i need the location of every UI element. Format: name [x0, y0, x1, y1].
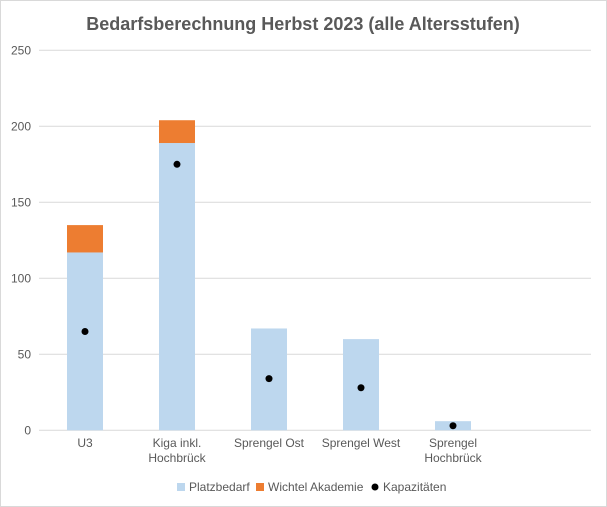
y-tick-label: 200: [11, 119, 31, 133]
y-tick-label: 0: [24, 423, 31, 437]
x-tick-label: U3: [77, 436, 93, 450]
y-tick-label: 100: [11, 271, 31, 285]
legend-swatch-icon: [256, 483, 264, 491]
legend-label: Kapazitäten: [383, 480, 446, 494]
x-tick-label: Sprengel West: [322, 436, 401, 450]
marker-kapazitaeten: [265, 375, 273, 383]
chart-title: Bedarfsberechnung Herbst 2023 (alle Alte…: [86, 14, 519, 34]
marker-kapazitaeten: [81, 328, 89, 335]
bar-platzbedarf: [159, 143, 195, 431]
legend-marker-icon: [371, 483, 379, 491]
x-tick-label: Sprengel: [429, 436, 477, 450]
marker-kapazitaeten: [357, 384, 365, 392]
marker-kapazitaeten: [449, 422, 457, 430]
x-tick-label: Kiga inkl.: [153, 436, 202, 450]
y-tick-label: 50: [18, 347, 32, 361]
marker-kapazitaeten: [173, 160, 181, 168]
x-tick-label: Sprengel Ost: [234, 436, 305, 450]
legend-label: Platzbedarf: [189, 480, 250, 494]
bar-wichtel-akademie: [159, 120, 195, 144]
x-tick-label: Hochbrück: [148, 451, 206, 465]
bar-wichtel-akademie: [67, 225, 103, 253]
x-tick-label: Hochbrück: [424, 451, 482, 465]
y-tick-label: 250: [11, 43, 31, 57]
legend-swatch-icon: [177, 483, 185, 491]
legend-label: Wichtel Akademie: [268, 480, 364, 494]
y-tick-label: 150: [11, 195, 31, 209]
bar-platzbedarf: [67, 252, 103, 431]
